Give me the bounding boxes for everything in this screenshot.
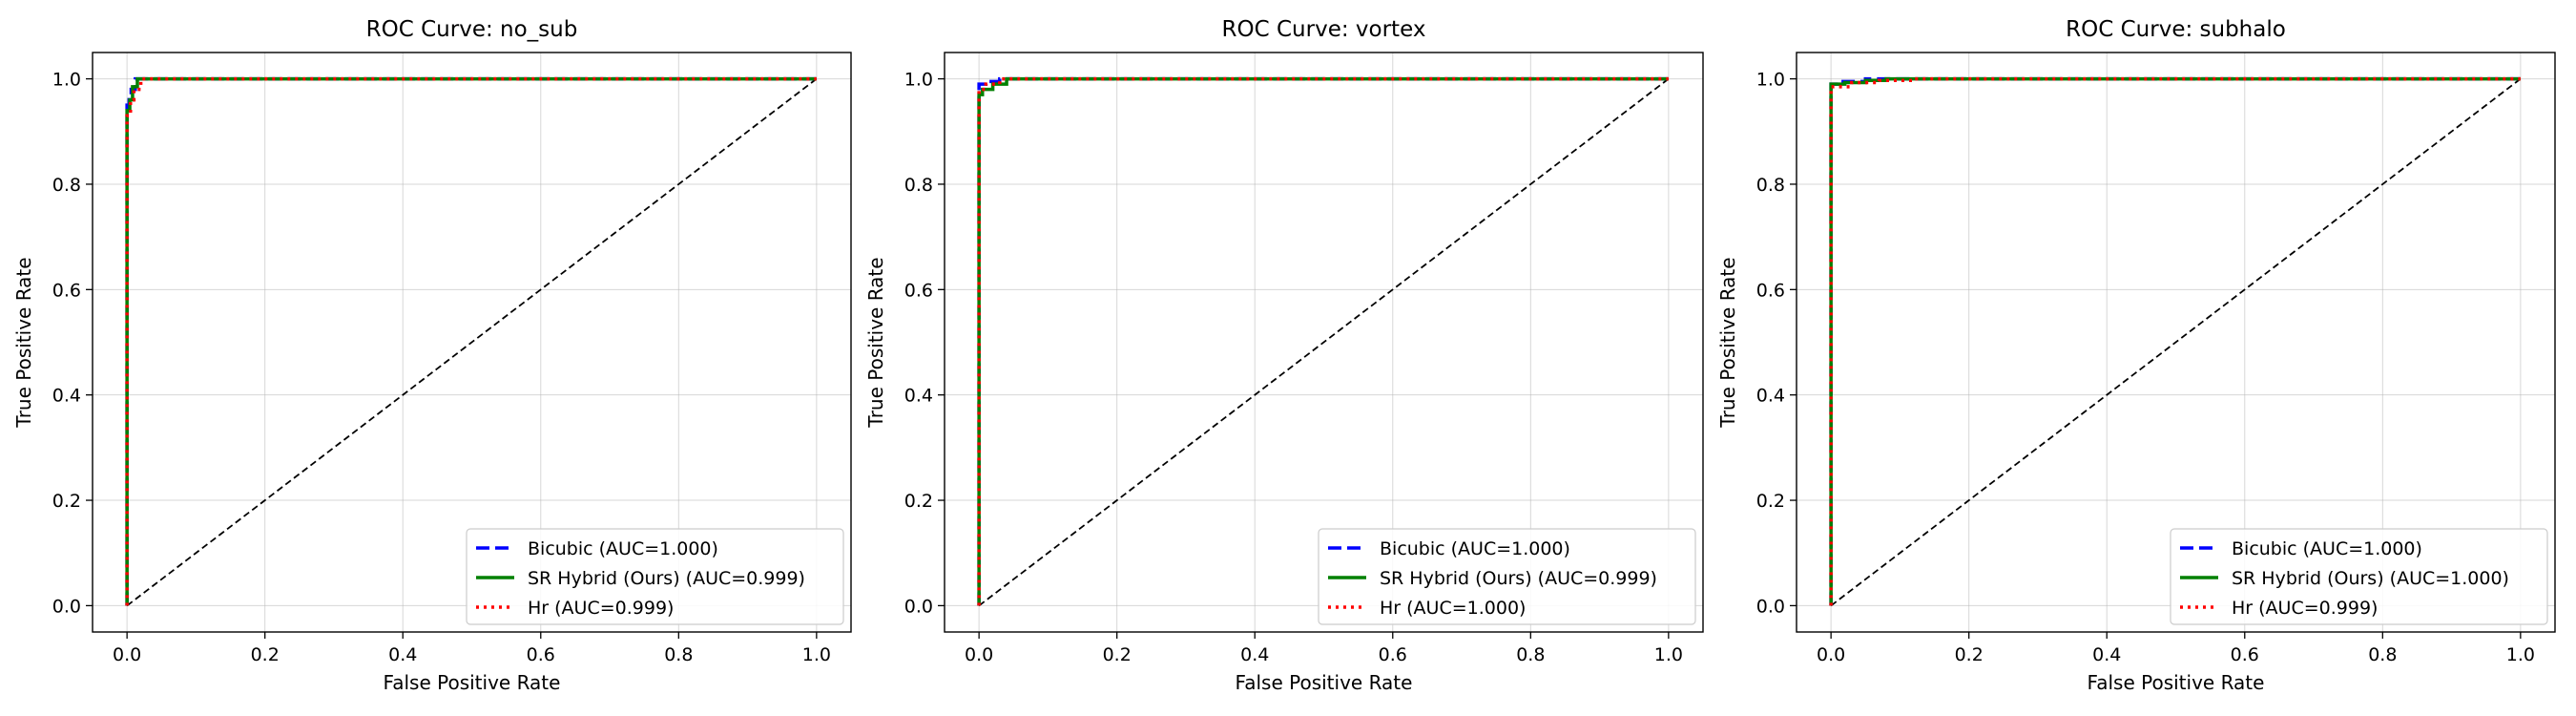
plot-frame	[1796, 52, 2556, 633]
chance-diagonal-line	[978, 77, 1670, 607]
legend-entry-bicubic: Bicubic (AUC=1.000)	[1380, 538, 1570, 559]
y-tick-label: 0.0	[904, 596, 933, 617]
series-line-sr_hybrid	[977, 76, 1669, 606]
y-tick-label: 1.0	[1756, 70, 1785, 91]
y-tick-label: 0.8	[1756, 175, 1785, 196]
x-tick-label: 0.8	[2368, 644, 2397, 665]
x-tick-label: 0.4	[388, 644, 417, 665]
legend-box	[466, 528, 844, 625]
legend-entry-hr: Hr (AUC=1.000)	[1380, 598, 1526, 619]
legend-box	[1318, 528, 1696, 625]
y-tick-label: 1.0	[52, 70, 81, 91]
x-tick-label: 0.6	[1379, 644, 1407, 665]
y-tick-label: 0.2	[904, 491, 933, 512]
x-tick-label: 0.6	[527, 644, 555, 665]
chance-diagonal-line	[1830, 77, 2522, 607]
y-axis-label: True Positive Rate	[864, 257, 887, 428]
y-axis-label: True Positive Rate	[12, 257, 35, 428]
series-line-hr	[125, 76, 817, 606]
y-tick-label: 0.0	[1756, 596, 1785, 617]
x-tick-label: 0.4	[2092, 644, 2121, 665]
series-line-bicubic	[977, 76, 1669, 606]
legend-entry-hr: Hr (AUC=0.999)	[2232, 598, 2378, 619]
legend-entry-bicubic: Bicubic (AUC=1.000)	[528, 538, 718, 559]
y-tick-label: 0.2	[52, 491, 81, 512]
legend-entry-hr: Hr (AUC=0.999)	[528, 598, 674, 619]
y-tick-label: 0.2	[1756, 491, 1785, 512]
legend-entry-sr_hybrid: SR Hybrid (Ours) (AUC=0.999)	[1380, 568, 1657, 589]
chart-title: ROC Curve: vortex	[1222, 17, 1426, 42]
x-tick-label: 1.0	[2506, 644, 2535, 665]
x-axis-label: False Positive Rate	[384, 671, 561, 694]
plot-frame	[944, 52, 1704, 633]
x-tick-label: 0.0	[965, 644, 993, 665]
series-line-bicubic	[125, 76, 817, 606]
x-tick-label: 0.2	[1103, 644, 1132, 665]
legend: Bicubic (AUC=1.000) SR Hybrid (Ours) (AUC…	[1318, 528, 1696, 625]
series-line-hr	[977, 76, 1669, 606]
plot-frame	[92, 52, 852, 633]
chart-title: ROC Curve: subhalo	[2066, 17, 2286, 42]
legend-entry-sr_hybrid: SR Hybrid (Ours) (AUC=1.000)	[2232, 568, 2509, 589]
x-tick-label: 0.0	[1817, 644, 1845, 665]
chart-panel-0: 0.0 0.2 0.4 0.6 0.8 1.0 0.0 0.2 0.4 0.6 0.8 1.0 ROC …	[12, 17, 852, 694]
y-tick-label: 0.6	[904, 280, 933, 301]
chart-title: ROC Curve: no_sub	[366, 17, 578, 42]
chart-panel-2: 0.0 0.2 0.4 0.6 0.8 1.0 0.0 0.2 0.4 0.6 0.8 1.0 ROC …	[1716, 17, 2556, 694]
y-tick-label: 0.4	[1756, 386, 1785, 407]
y-tick-label: 0.6	[52, 280, 81, 301]
y-tick-label: 0.8	[52, 175, 81, 196]
x-tick-label: 0.8	[1516, 644, 1545, 665]
legend-entry-sr_hybrid: SR Hybrid (Ours) (AUC=0.999)	[528, 568, 805, 589]
chance-diagonal-line	[126, 77, 818, 607]
x-tick-label: 0.4	[1240, 644, 1269, 665]
x-axis-label: False Positive Rate	[2088, 671, 2265, 694]
y-tick-label: 0.8	[904, 175, 933, 196]
x-tick-label: 0.2	[1955, 644, 1984, 665]
legend-entry-bicubic: Bicubic (AUC=1.000)	[2232, 538, 2422, 559]
legend: Bicubic (AUC=1.000) SR Hybrid (Ours) (AUC…	[466, 528, 844, 625]
y-tick-label: 0.4	[52, 386, 81, 407]
x-tick-label: 0.6	[2231, 644, 2259, 665]
x-tick-label: 1.0	[802, 644, 831, 665]
y-tick-label: 0.6	[1756, 280, 1785, 301]
y-tick-label: 0.4	[904, 386, 933, 407]
legend: Bicubic (AUC=1.000) SR Hybrid (Ours) (AUC…	[2170, 528, 2548, 625]
y-tick-label: 1.0	[904, 70, 933, 91]
x-axis-label: False Positive Rate	[1236, 671, 1413, 694]
y-axis-label: True Positive Rate	[1716, 257, 1739, 428]
x-tick-label: 0.8	[664, 644, 693, 665]
chart-panel-1: 0.0 0.2 0.4 0.6 0.8 1.0 0.0 0.2 0.4 0.6 0.8 1.0 ROC …	[864, 17, 1704, 694]
x-tick-label: 1.0	[1654, 644, 1683, 665]
y-tick-label: 0.0	[52, 596, 81, 617]
x-tick-label: 0.0	[113, 644, 141, 665]
x-tick-label: 0.2	[251, 644, 280, 665]
legend-box	[2170, 528, 2548, 625]
